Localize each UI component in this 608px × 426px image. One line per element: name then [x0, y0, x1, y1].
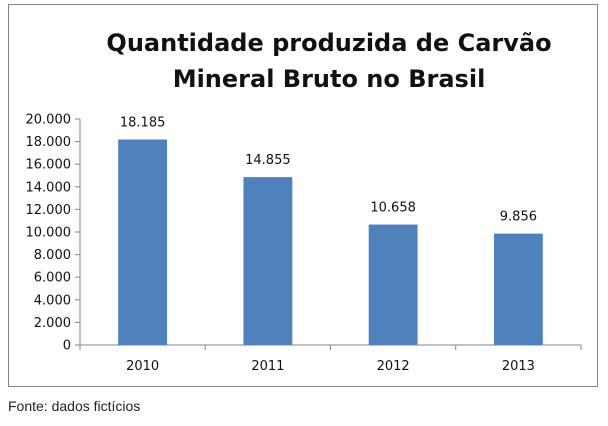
chart-bars: 18.185 2010 14.855 2011 10.658 2012 9.856 2013 [118, 116, 543, 374]
y-tick-label: 18.000 [26, 135, 72, 150]
y-tick-label: 12.000 [26, 203, 72, 218]
data-label: 10.658 [370, 201, 416, 216]
chart-frame: Quantidade produzida de Carvão Mineral Br… [8, 4, 598, 387]
y-tick-label: 14.000 [26, 180, 72, 195]
bar [368, 224, 418, 345]
x-tick-label: 2013 [502, 359, 535, 374]
y-tick-label: 16.000 [26, 158, 72, 173]
y-tick-label: 0 [63, 339, 71, 354]
x-tick-label: 2011 [251, 359, 284, 374]
y-tick-label: 10.000 [26, 226, 72, 241]
y-tick-label: 4.000 [34, 293, 71, 308]
source-note: Fonte: dados fictícios [8, 398, 141, 414]
bar [243, 177, 293, 345]
data-label: 14.855 [245, 153, 291, 168]
y-tick-label: 2.000 [34, 316, 71, 331]
chart-title-line: Mineral Bruto no Brasil [173, 65, 486, 93]
y-tick-label: 20.000 [26, 113, 72, 128]
chart-axes: 0 2.000 4.000 6.000 8.000 10.000 12.000 14.000 1… [26, 113, 582, 354]
y-tick-label: 6.000 [34, 271, 71, 286]
chart-title-line: Quantidade produzida de Carvão [106, 29, 551, 57]
chart-title: Quantidade produzida de Carvão Mineral Br… [106, 29, 551, 93]
bar-chart: Quantidade produzida de Carvão Mineral Br… [26, 29, 582, 374]
y-tick-label: 8.000 [34, 248, 71, 263]
x-tick-label: 2010 [126, 359, 159, 374]
data-label: 18.185 [120, 116, 166, 131]
data-label: 9.856 [500, 210, 537, 225]
x-tick-label: 2012 [377, 359, 410, 374]
bar [118, 139, 168, 345]
bar [493, 233, 543, 345]
